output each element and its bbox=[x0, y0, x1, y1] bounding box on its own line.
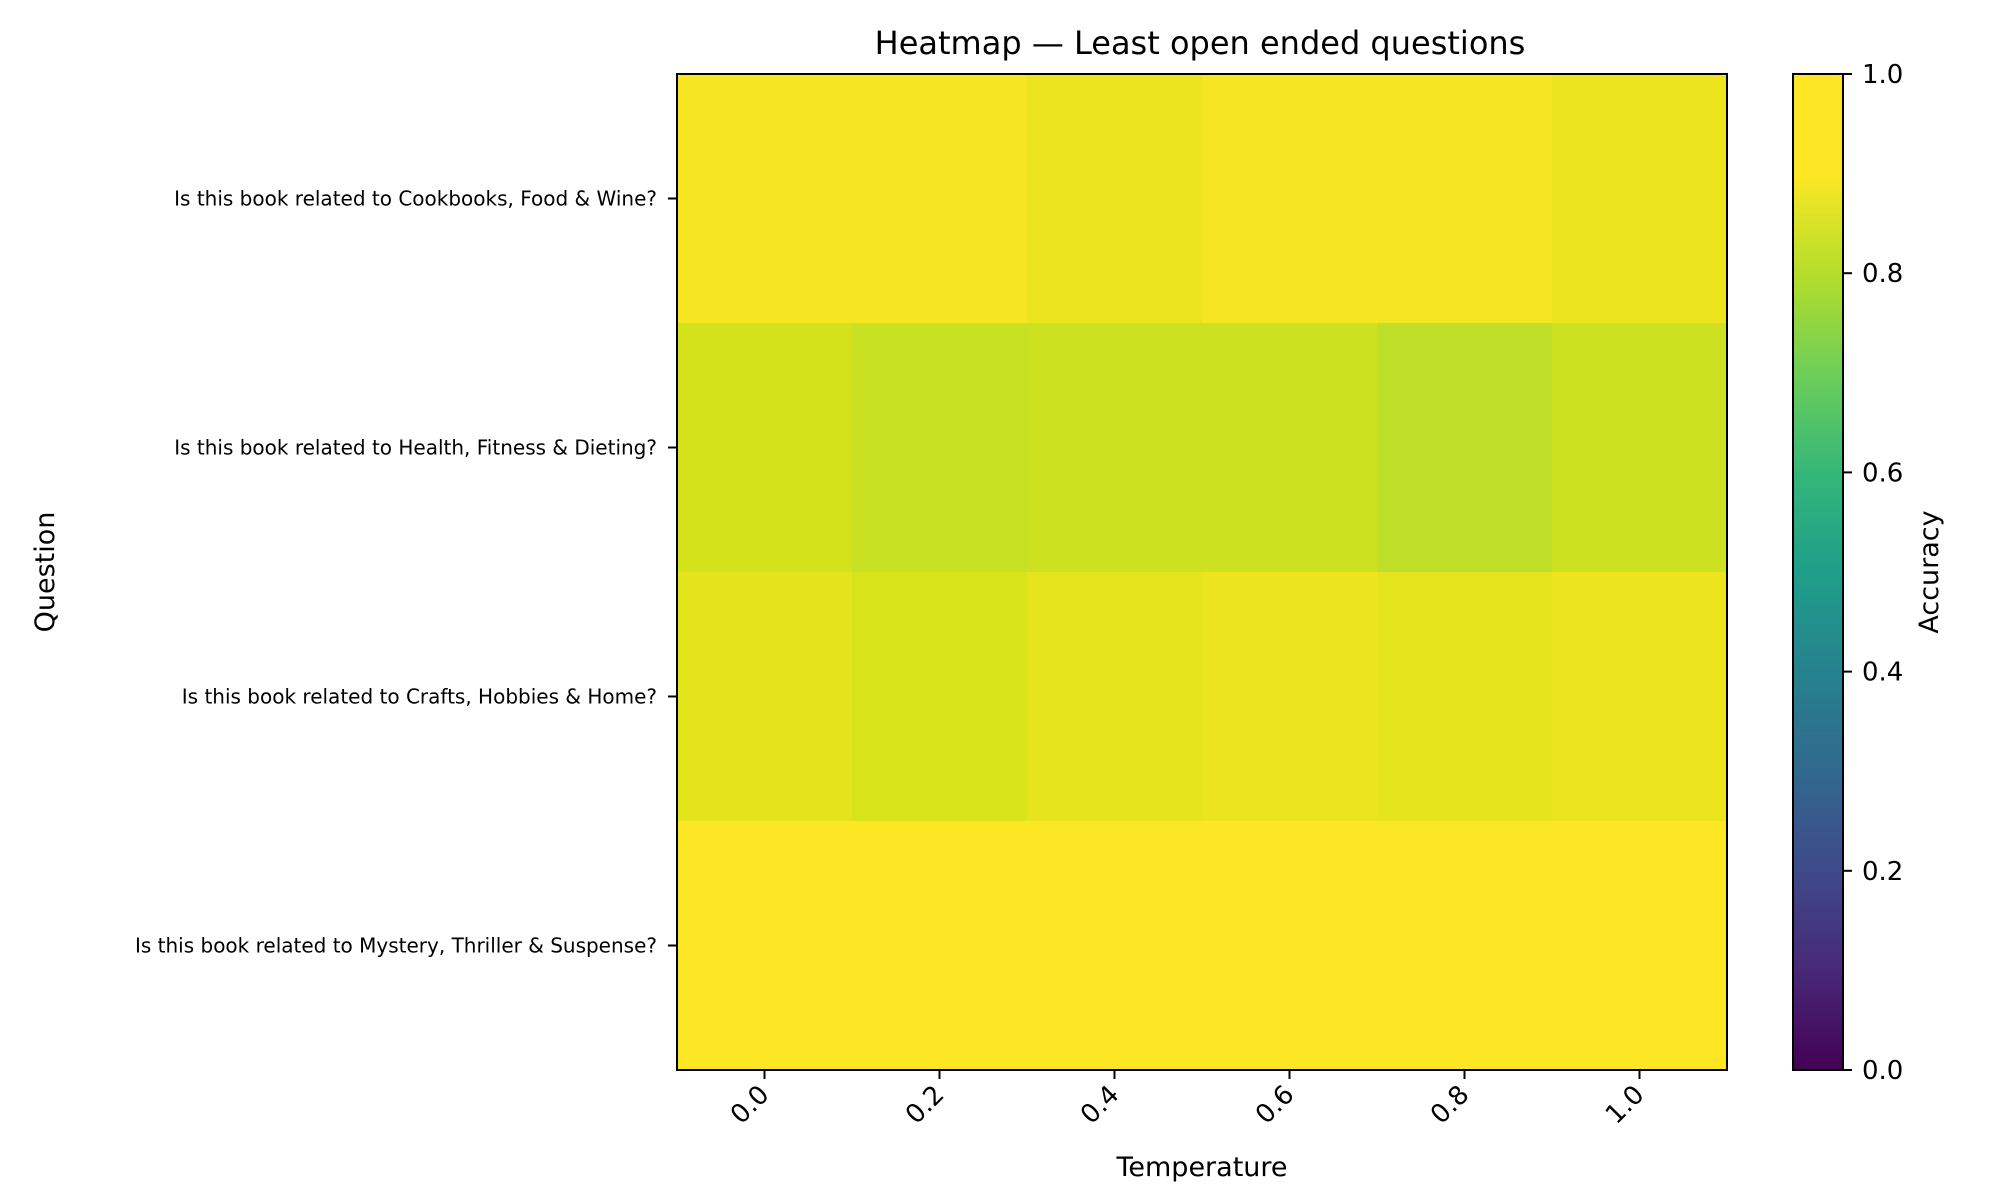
y-tick-label: Is this book related to Cookbooks, Food … bbox=[174, 187, 657, 211]
heatmap-cell bbox=[1202, 323, 1378, 573]
y-axis-label: Question bbox=[30, 512, 61, 633]
heatmap-cell bbox=[677, 323, 853, 573]
heatmap-cell bbox=[1552, 74, 1728, 324]
heatmap-cell bbox=[1027, 74, 1203, 324]
colorbar-label: Accuracy bbox=[1914, 510, 1945, 633]
heatmap-cell bbox=[677, 821, 853, 1071]
colorbar-tick-label: 0.8 bbox=[1862, 259, 1903, 289]
x-tick-label: 0.8 bbox=[1425, 1080, 1475, 1130]
colorbar-tick-label: 0.4 bbox=[1862, 658, 1903, 688]
heatmap-cell bbox=[1027, 323, 1203, 573]
y-axis-ticks: Is this book related to Cookbooks, Food … bbox=[135, 187, 677, 958]
chart-title: Heatmap — Least open ended questions bbox=[875, 24, 1526, 62]
heatmap-cell bbox=[1552, 821, 1728, 1071]
colorbar-tick-label: 0.0 bbox=[1862, 1056, 1903, 1086]
heatmap-cell bbox=[1202, 74, 1378, 324]
heatmap-cell bbox=[677, 572, 853, 822]
heatmap-cell bbox=[1202, 572, 1378, 822]
y-tick-label: Is this book related to Health, Fitness … bbox=[174, 436, 657, 460]
x-axis-label: Temperature bbox=[1115, 1152, 1287, 1183]
heatmap-cell bbox=[852, 323, 1028, 573]
x-tick-label: 0.4 bbox=[1075, 1080, 1125, 1130]
colorbar-tick-label: 1.0 bbox=[1862, 60, 1903, 90]
heatmap-cell bbox=[852, 821, 1028, 1071]
heatmap-cells bbox=[677, 74, 1728, 1071]
x-tick-label: 0.2 bbox=[900, 1080, 950, 1130]
colorbar bbox=[1792, 73, 1844, 1071]
heatmap-cell bbox=[1552, 323, 1728, 573]
heatmap-cell bbox=[1377, 323, 1553, 573]
x-axis-ticks: 0.0 0.2 0.4 0.6 0.8 1.0 bbox=[725, 1070, 1650, 1130]
colorbar-tick-label: 0.2 bbox=[1862, 857, 1903, 887]
heatmap-cell bbox=[1377, 74, 1553, 324]
colorbar-ticks: 0.0 0.2 0.4 0.6 0.8 1.0 bbox=[1843, 60, 1903, 1086]
heatmap-cell bbox=[1377, 572, 1553, 822]
heatmap-cell bbox=[1552, 572, 1728, 822]
heatmap-cell bbox=[677, 74, 853, 324]
colorbar-tick-label: 0.6 bbox=[1862, 458, 1903, 488]
x-tick-label: 0.6 bbox=[1250, 1080, 1300, 1130]
y-tick-label: Is this book related to Mystery, Thrille… bbox=[135, 934, 657, 958]
heatmap-cell bbox=[852, 74, 1028, 324]
x-tick-label: 0.0 bbox=[725, 1080, 775, 1130]
heatmap-cell bbox=[852, 572, 1028, 822]
heatmap-cell bbox=[1377, 821, 1553, 1071]
plot-frame bbox=[676, 73, 1728, 1071]
heatmap-cell bbox=[1202, 821, 1378, 1071]
x-tick-label: 1.0 bbox=[1600, 1080, 1650, 1130]
heatmap-cell bbox=[1027, 821, 1203, 1071]
heatmap-cell bbox=[1027, 572, 1203, 822]
y-tick-label: Is this book related to Crafts, Hobbies … bbox=[182, 685, 657, 709]
